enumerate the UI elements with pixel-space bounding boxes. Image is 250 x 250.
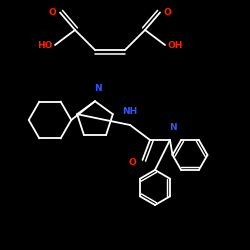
Text: NH: NH	[122, 107, 138, 116]
Text: HO: HO	[37, 40, 53, 50]
Text: N: N	[169, 123, 176, 132]
Text: O: O	[48, 8, 56, 17]
Text: O: O	[128, 158, 136, 167]
Text: OH: OH	[167, 40, 183, 50]
Text: N: N	[94, 84, 101, 93]
Text: O: O	[164, 8, 172, 17]
